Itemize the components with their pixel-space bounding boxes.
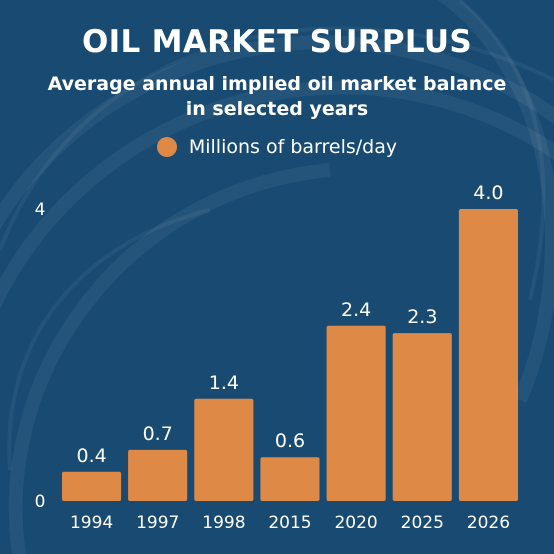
value-label-2015: 0.6 xyxy=(275,430,305,452)
bar-2015 xyxy=(260,457,320,501)
value-label-1997: 0.7 xyxy=(143,423,173,445)
x-tick-label-2026: 2026 xyxy=(467,513,510,533)
bar-2020 xyxy=(326,325,386,501)
chart-title: OIL MARKET SURPLUS xyxy=(82,24,472,60)
y-tick-label-0: 0 xyxy=(35,492,46,512)
value-label-1994: 0.4 xyxy=(76,445,106,467)
bar-2026 xyxy=(458,209,518,501)
y-tick-label-4: 4 xyxy=(35,200,46,220)
legend-swatch-circle xyxy=(156,137,177,157)
x-tick-label-2020: 2020 xyxy=(334,513,377,533)
x-tick-label-2025: 2025 xyxy=(401,513,444,533)
legend-label: Millions of barrels/day xyxy=(188,136,398,158)
bar-1998 xyxy=(194,398,254,501)
x-tick-label-1997: 1997 xyxy=(136,513,179,533)
bar-2025 xyxy=(392,333,452,501)
bar-1994 xyxy=(62,471,122,501)
x-tick-label-1998: 1998 xyxy=(202,513,245,533)
value-label-2026: 4.0 xyxy=(473,182,503,204)
chart-subtitle: Average annual implied oil market balanc… xyxy=(47,73,507,120)
bar-1997 xyxy=(128,449,188,501)
value-label-1998: 1.4 xyxy=(209,372,239,394)
x-tick-label-2015: 2015 xyxy=(268,513,311,533)
value-label-2020: 2.4 xyxy=(341,299,371,321)
x-tick-label-1994: 1994 xyxy=(70,513,113,533)
value-label-2025: 2.3 xyxy=(407,306,437,328)
legend: Millions of barrels/day xyxy=(0,136,554,158)
